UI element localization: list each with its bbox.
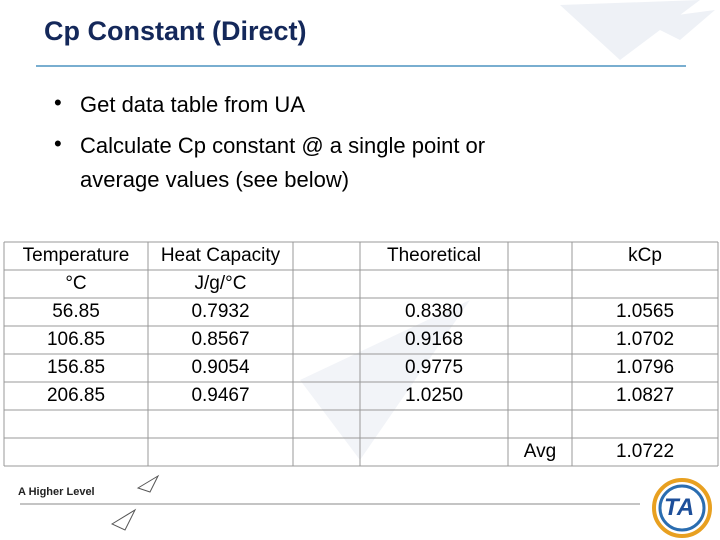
logo-mark	[110, 474, 160, 531]
data-cell: 0.9467	[191, 385, 250, 406]
unit-cell: °C	[65, 273, 87, 294]
data-cell: 0.9054	[191, 357, 250, 378]
logo-ring	[658, 484, 706, 532]
data-cell: 56.85	[52, 301, 100, 322]
data-cell: 0.7932	[191, 301, 250, 322]
data-cell: 1.0250	[404, 385, 464, 406]
avg-value: 1.0722	[615, 441, 675, 462]
data-cell: 1.0565	[615, 301, 675, 322]
bullet-dot: •	[54, 90, 62, 115]
data-cell: 206.85	[46, 385, 106, 406]
header-cell: Theoretical	[387, 245, 481, 266]
data-cell: 0.9775	[404, 357, 464, 378]
header-cell: Temperature	[22, 245, 130, 266]
header-cell: kCp	[628, 245, 662, 266]
watermark	[560, 0, 715, 60]
data-cell: 1.0796	[615, 357, 675, 378]
data-cell: 0.8567	[191, 329, 250, 350]
avg-label: Avg	[523, 441, 557, 462]
logo-ring	[652, 478, 712, 538]
data-cell: 0.9168	[404, 329, 464, 350]
title: Cp Constant (Direct)	[44, 16, 307, 46]
header-cell: Heat Capacity	[160, 245, 281, 266]
watermark	[300, 300, 470, 460]
bullet: Get data table from UA	[80, 92, 305, 117]
unit-cell: J/g/°C	[194, 273, 247, 294]
data-cell: 1.0702	[615, 329, 675, 350]
data-cell: 0.8380	[404, 301, 464, 322]
data-cell: 106.85	[46, 329, 106, 350]
tagline: A Higher Level	[18, 486, 95, 498]
bullet: Calculate Cp constant @ a single point o…	[80, 133, 486, 158]
data-cell: 1.0827	[615, 385, 675, 406]
bullet: average values (see below)	[80, 167, 350, 192]
logo: TA	[664, 494, 695, 521]
data-cell: 156.85	[46, 357, 106, 378]
bullet-dot: •	[54, 131, 62, 156]
